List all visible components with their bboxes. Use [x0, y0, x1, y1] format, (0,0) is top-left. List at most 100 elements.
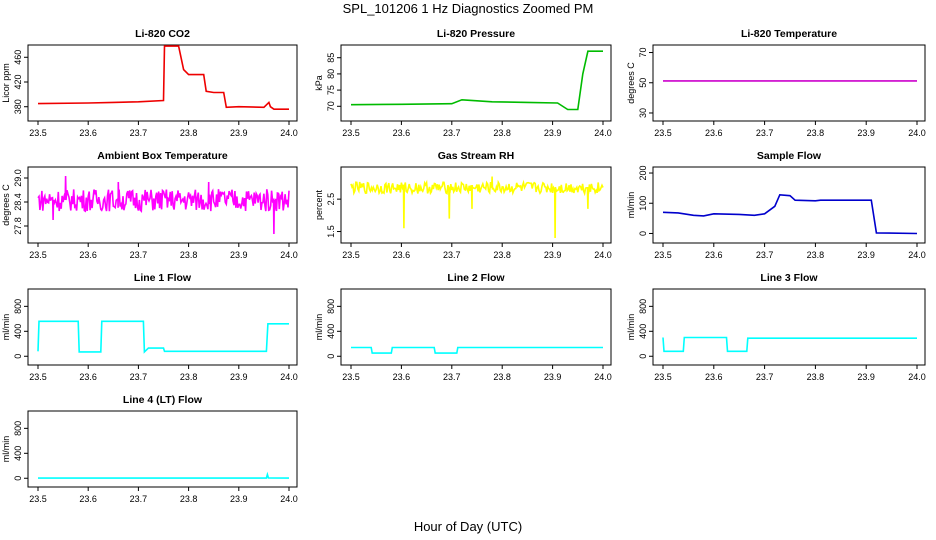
y-tick-label: 29.0 [13, 169, 23, 187]
x-tick-label: 23.5 [29, 372, 47, 382]
x-tick-label: 23.9 [544, 128, 562, 138]
x-tick-label: 24.0 [908, 128, 926, 138]
y-tick-label: 2.5 [326, 193, 336, 206]
plot-frame [652, 288, 926, 366]
x-tick-label: 23.5 [342, 372, 360, 382]
plot-frame [652, 44, 926, 122]
x-tick-label: 23.6 [705, 372, 723, 382]
y-tick-label: 400 [13, 324, 23, 339]
y-tick-label: 0 [13, 354, 23, 359]
x-tick-label: 23.7 [443, 128, 461, 138]
y-tick-label: 28.4 [13, 193, 23, 211]
x-tick-label: 23.7 [756, 250, 774, 260]
x-tick-label: 24.0 [908, 372, 926, 382]
plot-frame [27, 166, 298, 244]
y-tick-label: 200 [638, 166, 648, 181]
panel-title: Line 3 Flow [760, 272, 818, 284]
y-axis-label: Licor ppm [1, 63, 11, 103]
x-tick-label: 23.6 [393, 372, 411, 382]
panel-title: Ambient Box Temperature [97, 150, 228, 162]
x-tick-label: 23.5 [342, 250, 360, 260]
x-tick-label: 23.7 [130, 250, 148, 260]
panel-8: Line 2 Flow 23.5 23.6 23.7 23.8 23.9 24.0 0 400 8… [314, 272, 612, 382]
plot-frame [652, 166, 926, 244]
x-tick-label: 24.0 [280, 250, 298, 260]
x-tick-label: 23.8 [493, 372, 511, 382]
y-tick-label: 800 [13, 299, 23, 314]
x-tick-label: 24.0 [594, 128, 612, 138]
plot-frame [27, 410, 298, 488]
y-axis-label: ml/min [314, 314, 324, 341]
panel-7: Line 1 Flow 23.5 23.6 23.7 23.8 23.9 24.0 0 400 8… [1, 272, 298, 382]
x-tick-label: 23.9 [230, 494, 248, 504]
y-tick-label: 50 [638, 78, 648, 88]
y-tick-label: 400 [326, 324, 336, 339]
x-tick-label: 23.7 [443, 250, 461, 260]
x-tick-label: 23.8 [180, 128, 198, 138]
series-line [662, 193, 918, 235]
series-line [351, 346, 603, 354]
y-axis-label: degrees C [626, 62, 636, 104]
panel-5: Gas Stream RH 23.5 23.6 23.7 23.8 23.9 24.0 1.5… [314, 150, 612, 260]
x-tick-label: 23.7 [130, 128, 148, 138]
x-tick-label: 23.7 [130, 494, 148, 504]
x-tick-label: 23.5 [29, 494, 47, 504]
x-tick-label: 23.9 [857, 250, 875, 260]
plot-frame [340, 166, 612, 244]
x-tick-label: 23.6 [705, 128, 723, 138]
panel-9: Line 3 Flow 23.5 23.6 23.7 23.8 23.9 24.0 0 400 8… [626, 272, 926, 382]
x-tick-label: 23.7 [756, 372, 774, 382]
plot-frame [27, 288, 298, 366]
y-axis-label: ml/min [626, 192, 636, 219]
x-tick-label: 23.8 [493, 250, 511, 260]
y-axis-label: kPa [314, 75, 324, 91]
panel-2: Li-820 Pressure 23.5 23.6 23.7 23.8 23.9 24.0 7… [314, 28, 612, 138]
plot-frame [27, 44, 298, 122]
x-tick-label: 23.8 [807, 250, 825, 260]
x-tick-label: 24.0 [594, 372, 612, 382]
y-tick-label: 800 [326, 299, 336, 314]
y-tick-label: 0 [638, 354, 648, 359]
series-line [350, 176, 604, 239]
y-axis-label: ml/min [1, 436, 11, 463]
series-line [350, 50, 603, 111]
x-tick-label: 23.5 [654, 372, 672, 382]
x-tick-label: 23.6 [79, 372, 97, 382]
x-tick-label: 23.7 [756, 128, 774, 138]
y-axis-label: ml/min [626, 314, 636, 341]
y-axis-label: percent [314, 189, 324, 220]
x-tick-label: 23.9 [230, 128, 248, 138]
panel-title: Line 2 Flow [447, 272, 505, 284]
panel-1: Li-820 CO2 23.5 23.6 23.7 23.8 23.9 24.0 380 420… [1, 28, 298, 138]
y-tick-label: 80 [326, 69, 336, 79]
x-tick-label: 23.8 [493, 128, 511, 138]
y-tick-label: 75 [326, 85, 336, 95]
y-tick-label: 70 [326, 101, 336, 111]
x-tick-label: 23.9 [857, 128, 875, 138]
panel-title: Li-820 Pressure [437, 28, 515, 40]
y-tick-label: 800 [13, 421, 23, 436]
x-tick-label: 23.6 [79, 250, 97, 260]
series-line [38, 471, 290, 479]
panel-title: Sample Flow [757, 150, 822, 162]
y-tick-label: 400 [638, 324, 648, 339]
x-tick-label: 23.8 [180, 372, 198, 382]
y-tick-label: 420 [13, 74, 23, 89]
series-line [37, 45, 289, 110]
x-tick-label: 23.5 [29, 250, 47, 260]
x-tick-label: 23.9 [544, 372, 562, 382]
y-tick-label: 30 [638, 108, 648, 118]
y-tick-label: 400 [13, 446, 23, 461]
figure-x-label: Hour of Day (UTC) [414, 519, 522, 534]
x-tick-label: 23.6 [705, 250, 723, 260]
series-line [37, 320, 289, 354]
panel-3: Li-820 Temperature 23.5 23.6 23.7 23.8 23.9 24… [626, 28, 926, 138]
panel-title: Line 4 (LT) Flow [123, 394, 203, 406]
x-tick-label: 23.5 [654, 250, 672, 260]
panel-6: Sample Flow 23.5 23.6 23.7 23.8 23.9 24.0 0 100 2… [626, 150, 926, 260]
y-tick-label: 27.8 [13, 217, 23, 235]
y-tick-label: 70 [638, 48, 648, 58]
y-tick-label: 1.5 [326, 225, 336, 238]
panel-10: Line 4 (LT) Flow 23.5 23.6 23.7 23.8 23.9 24.0… [1, 394, 298, 504]
